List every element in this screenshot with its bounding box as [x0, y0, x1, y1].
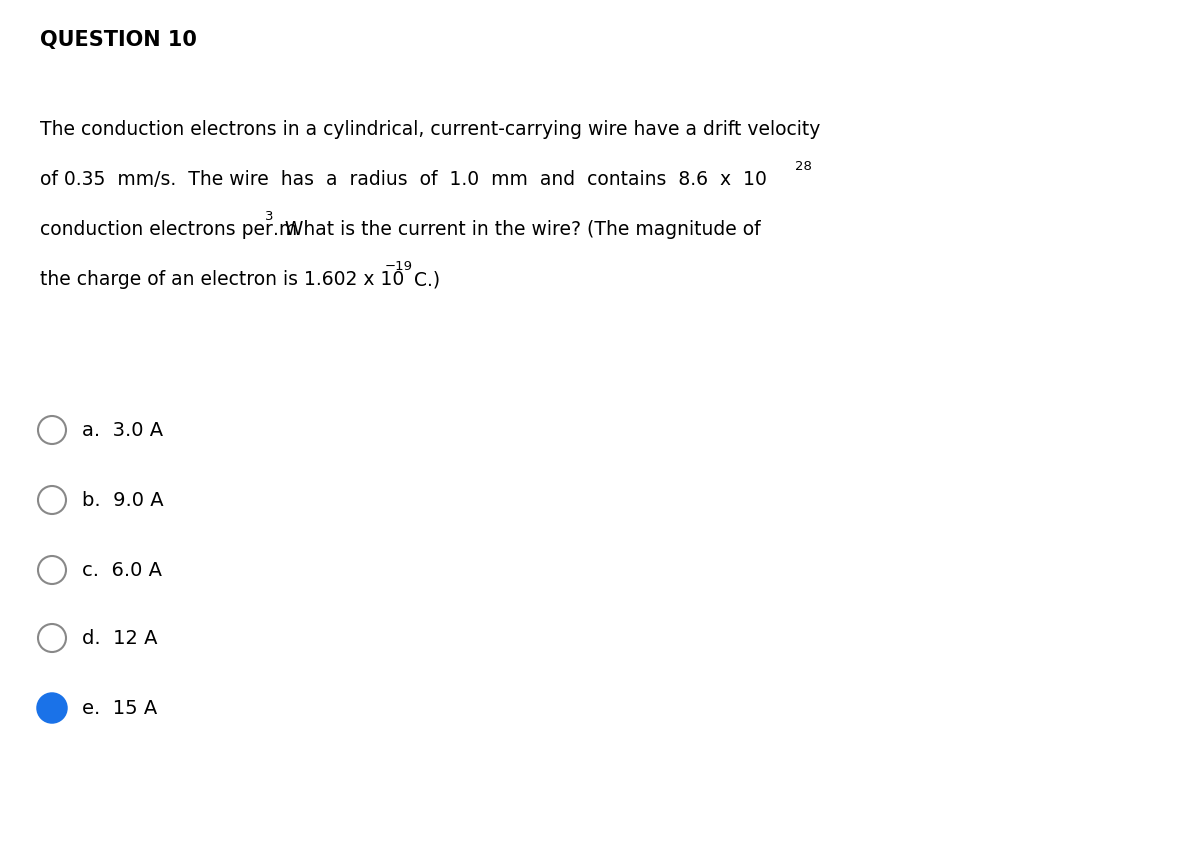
- Text: The conduction electrons in a cylindrical, current-carrying wire have a drift ve: The conduction electrons in a cylindrica…: [40, 120, 821, 139]
- Ellipse shape: [38, 486, 66, 514]
- Text: . What is the current in the wire? (The magnitude of: . What is the current in the wire? (The …: [274, 220, 761, 239]
- Ellipse shape: [38, 416, 66, 444]
- Text: 3: 3: [265, 210, 274, 223]
- Text: c.  6.0 A: c. 6.0 A: [82, 561, 162, 579]
- Text: b.  9.0 A: b. 9.0 A: [82, 490, 163, 510]
- Ellipse shape: [38, 556, 66, 584]
- Text: conduction electrons per m: conduction electrons per m: [40, 220, 298, 239]
- Text: e.  15 A: e. 15 A: [82, 699, 157, 717]
- Text: C.): C.): [408, 270, 440, 289]
- Text: QUESTION 10: QUESTION 10: [40, 30, 197, 50]
- Text: d.  12 A: d. 12 A: [82, 628, 157, 648]
- Ellipse shape: [38, 624, 66, 652]
- Text: of 0.35  mm/s.  The wire  has  a  radius  of  1.0  mm  and  contains  8.6  x  10: of 0.35 mm/s. The wire has a radius of 1…: [40, 170, 767, 189]
- Ellipse shape: [38, 694, 66, 722]
- Text: −19: −19: [385, 260, 413, 273]
- Text: a.  3.0 A: a. 3.0 A: [82, 421, 163, 439]
- Text: the charge of an electron is 1.602 x 10: the charge of an electron is 1.602 x 10: [40, 270, 404, 289]
- Text: 28: 28: [796, 160, 812, 173]
